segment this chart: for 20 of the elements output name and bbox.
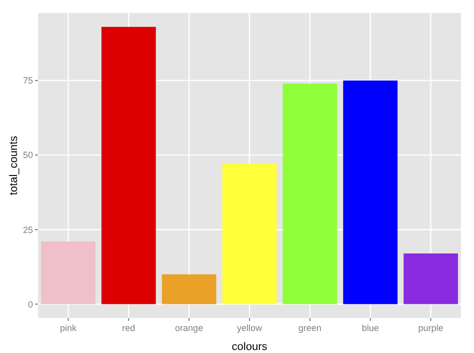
x-tick-label: orange	[175, 323, 204, 333]
y-tick-label: 50	[22, 150, 33, 160]
x-tick-label: green	[298, 323, 322, 333]
bar	[222, 164, 277, 304]
bar	[101, 26, 156, 304]
y-tick-label: 25	[22, 224, 33, 235]
bar	[282, 84, 338, 304]
bar	[162, 274, 216, 304]
bar	[41, 242, 96, 304]
bar	[343, 80, 398, 304]
x-tick-label: purple	[418, 323, 444, 333]
y-tick-label: 75	[22, 76, 33, 86]
x-tick-label: red	[122, 323, 136, 333]
y-tick-label: 0	[28, 299, 33, 310]
x-axis-title: colours	[232, 341, 268, 353]
bar	[404, 253, 458, 304]
x-tick-label: pink	[60, 323, 77, 333]
x-tick-label: yellow	[236, 323, 262, 333]
x-tick-label: blue	[362, 323, 379, 333]
y-axis-title: total_counts	[8, 135, 20, 196]
